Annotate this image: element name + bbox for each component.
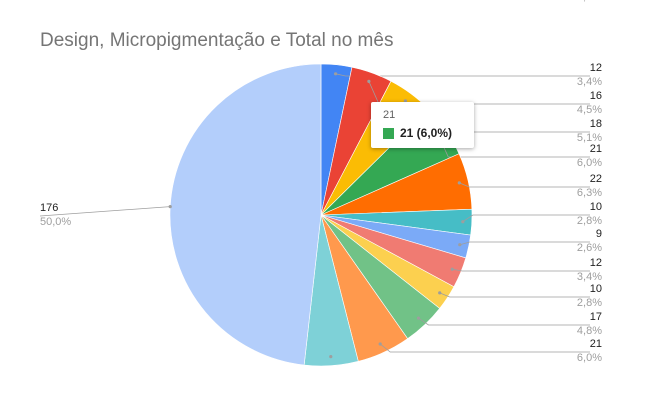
slice-value-label: 10 [590, 201, 602, 213]
slice-value-label: 12 [590, 62, 602, 74]
leader-dot [403, 99, 407, 103]
leader-line [459, 241, 590, 246]
slice-percent-label: 3,4% [577, 76, 602, 88]
slice-percent-label: 6,0% [577, 157, 602, 169]
slice-value-label: 18 [590, 118, 602, 130]
slice-value-label: 21 [590, 143, 602, 155]
leader-dot [457, 181, 461, 185]
slice-percent-label: 5,1% [577, 132, 602, 144]
slice-percent-label: 6,0% [577, 0, 602, 3]
leader-dot [461, 220, 465, 224]
slice-percent-label: 6,3% [577, 187, 602, 199]
slice-value-label: 9 [596, 228, 602, 240]
pie-slice[interactable] [169, 63, 322, 366]
leader-dot [334, 72, 338, 76]
slice-percent-label: 3,4% [577, 271, 602, 283]
leader-dot [416, 316, 421, 320]
leader-line [462, 214, 590, 223]
tooltip-swatch [383, 128, 394, 139]
leader-dot [168, 205, 172, 209]
leader-line [418, 317, 590, 326]
slice-percent-label: 4,5% [577, 104, 602, 116]
slice-percent-label: 50,0% [40, 216, 71, 228]
leader-dot [367, 79, 371, 83]
slice-value-label: 22 [590, 173, 602, 185]
slice-value-label: 176 [40, 202, 58, 214]
leader-line [459, 182, 590, 188]
leader-dot [450, 267, 454, 271]
slice-value-label: 16 [590, 90, 602, 102]
leader-line [39, 206, 171, 217]
tooltip-category: 21 [383, 109, 396, 121]
leader-dot [438, 291, 442, 295]
leader-line [439, 292, 590, 298]
slice-value-label: 10 [590, 283, 602, 295]
tooltip: 21 21 (6,0%) [371, 102, 474, 148]
slice-percent-label: 2,6% [577, 242, 602, 254]
leader-line [452, 268, 590, 272]
leader-dot [458, 243, 462, 247]
leader-dot [329, 355, 333, 359]
slice-value-label: 21 [590, 0, 602, 3]
slice-percent-label: 6,0% [577, 352, 602, 364]
slice-value-label: 21 [590, 338, 602, 350]
slice-value-label: 17 [590, 311, 602, 323]
slice-percent-label: 2,8% [577, 215, 602, 227]
leader-line [379, 343, 590, 353]
leader-dot [378, 342, 382, 346]
slice-percent-label: 4,8% [577, 325, 602, 337]
slice-value-label: 12 [590, 257, 602, 269]
tooltip-value: 21 (6,0%) [400, 126, 453, 140]
leader-line [335, 73, 590, 77]
slice-percent-label: 2,8% [577, 297, 602, 309]
chart-title: Design, Micropigmentação e Total no mês [40, 30, 394, 51]
